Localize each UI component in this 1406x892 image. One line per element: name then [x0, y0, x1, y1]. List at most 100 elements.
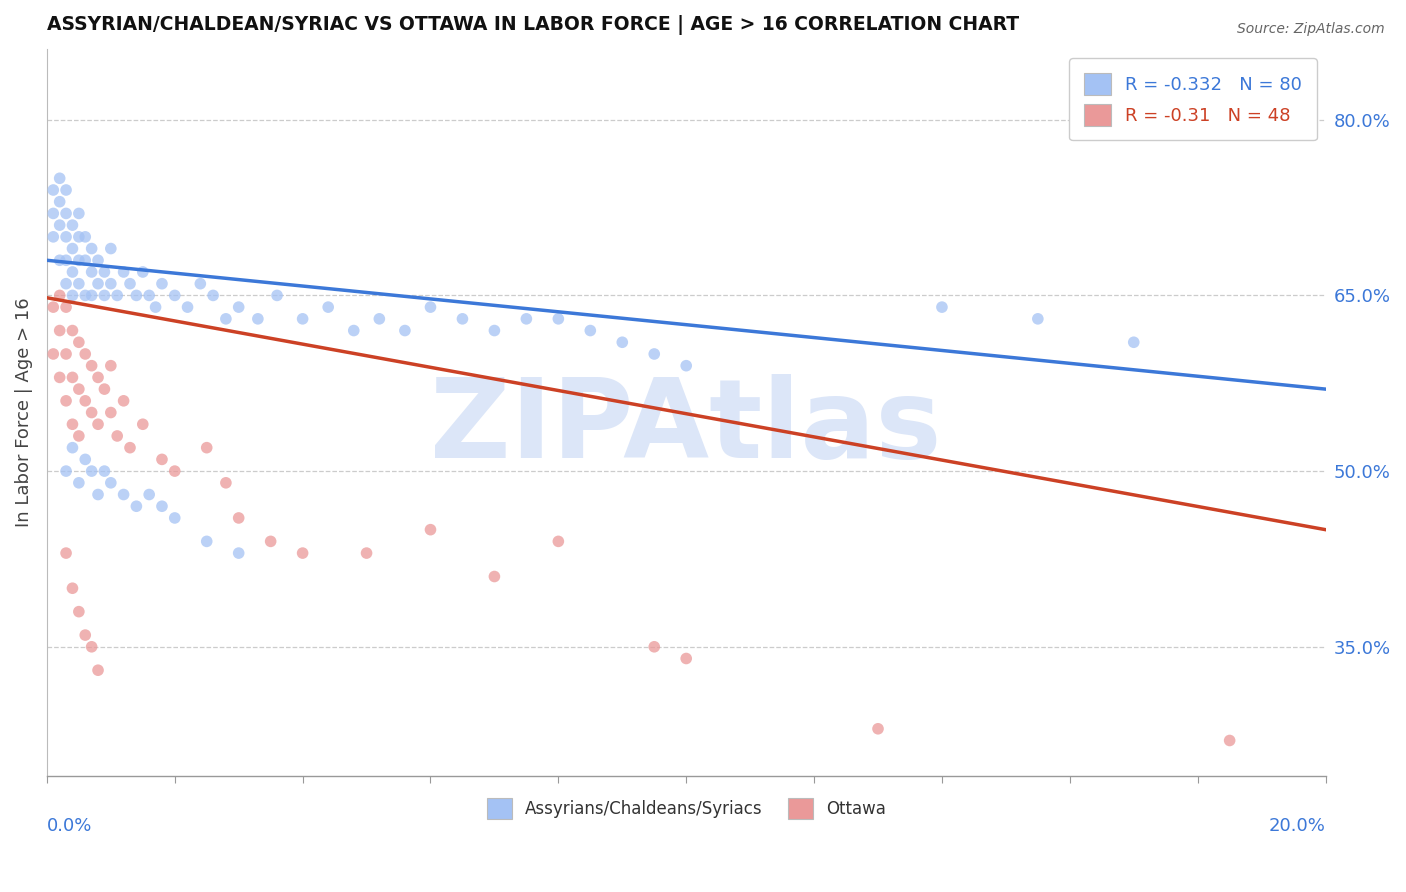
- Point: [55, 253, 77, 268]
- Point: [419, 300, 441, 314]
- Point: [394, 324, 416, 338]
- Point: [579, 324, 602, 338]
- Point: [62, 242, 84, 256]
- Point: [93, 382, 115, 396]
- Point: [67, 475, 90, 490]
- Point: [643, 347, 665, 361]
- Point: [228, 511, 250, 525]
- Point: [316, 300, 339, 314]
- Point: [48, 218, 70, 232]
- Point: [246, 311, 269, 326]
- Point: [105, 429, 128, 443]
- Point: [1122, 335, 1144, 350]
- Point: [48, 171, 70, 186]
- Point: [675, 651, 697, 665]
- Point: [80, 405, 103, 419]
- Point: [62, 441, 84, 455]
- Point: [368, 311, 391, 326]
- Point: [93, 265, 115, 279]
- Point: [80, 359, 103, 373]
- Point: [62, 370, 84, 384]
- Point: [67, 429, 90, 443]
- Point: [547, 534, 569, 549]
- Point: [291, 311, 314, 326]
- Point: [55, 300, 77, 314]
- Point: [75, 393, 97, 408]
- Point: [67, 605, 90, 619]
- Point: [484, 324, 506, 338]
- Point: [55, 183, 77, 197]
- Point: [55, 230, 77, 244]
- Point: [75, 347, 97, 361]
- Point: [215, 475, 238, 490]
- Point: [42, 183, 65, 197]
- Point: [75, 253, 97, 268]
- Point: [188, 277, 211, 291]
- Point: [55, 347, 77, 361]
- Point: [48, 324, 70, 338]
- Point: [612, 335, 634, 350]
- Point: [55, 206, 77, 220]
- Point: [150, 277, 173, 291]
- Point: [931, 300, 953, 314]
- Point: [163, 464, 186, 478]
- Point: [62, 218, 84, 232]
- Point: [228, 546, 250, 560]
- Point: [80, 265, 103, 279]
- Text: ZIPAtlas: ZIPAtlas: [430, 374, 942, 481]
- Point: [112, 265, 135, 279]
- Legend: Assyrians/Chaldeans/Syriacs, Ottawa: Assyrians/Chaldeans/Syriacs, Ottawa: [479, 792, 893, 825]
- Point: [356, 546, 378, 560]
- Point: [118, 441, 141, 455]
- Point: [451, 311, 474, 326]
- Point: [55, 464, 77, 478]
- Point: [125, 288, 148, 302]
- Point: [675, 359, 697, 373]
- Point: [484, 569, 506, 583]
- Point: [643, 640, 665, 654]
- Point: [75, 452, 97, 467]
- Point: [100, 359, 122, 373]
- Point: [132, 417, 155, 432]
- Point: [62, 288, 84, 302]
- Point: [145, 300, 167, 314]
- Point: [125, 500, 148, 514]
- Point: [62, 581, 84, 595]
- Point: [138, 487, 160, 501]
- Point: [80, 242, 103, 256]
- Point: [48, 288, 70, 302]
- Point: [259, 534, 281, 549]
- Point: [138, 288, 160, 302]
- Point: [176, 300, 198, 314]
- Point: [100, 242, 122, 256]
- Point: [75, 628, 97, 642]
- Point: [67, 253, 90, 268]
- Text: ASSYRIAN/CHALDEAN/SYRIAC VS OTTAWA IN LABOR FORCE | AGE > 16 CORRELATION CHART: ASSYRIAN/CHALDEAN/SYRIAC VS OTTAWA IN LA…: [46, 15, 1019, 35]
- Point: [55, 546, 77, 560]
- Point: [163, 511, 186, 525]
- Point: [291, 546, 314, 560]
- Point: [87, 277, 110, 291]
- Point: [112, 393, 135, 408]
- Point: [67, 335, 90, 350]
- Point: [112, 487, 135, 501]
- Point: [228, 300, 250, 314]
- Point: [80, 288, 103, 302]
- Point: [55, 277, 77, 291]
- Point: [48, 253, 70, 268]
- Point: [87, 487, 110, 501]
- Point: [195, 441, 218, 455]
- Point: [42, 230, 65, 244]
- Y-axis label: In Labor Force | Age > 16: In Labor Force | Age > 16: [15, 298, 32, 527]
- Point: [42, 300, 65, 314]
- Point: [866, 722, 889, 736]
- Point: [163, 288, 186, 302]
- Point: [195, 534, 218, 549]
- Point: [42, 347, 65, 361]
- Point: [67, 230, 90, 244]
- Point: [67, 277, 90, 291]
- Point: [118, 277, 141, 291]
- Point: [100, 475, 122, 490]
- Point: [266, 288, 288, 302]
- Point: [515, 311, 537, 326]
